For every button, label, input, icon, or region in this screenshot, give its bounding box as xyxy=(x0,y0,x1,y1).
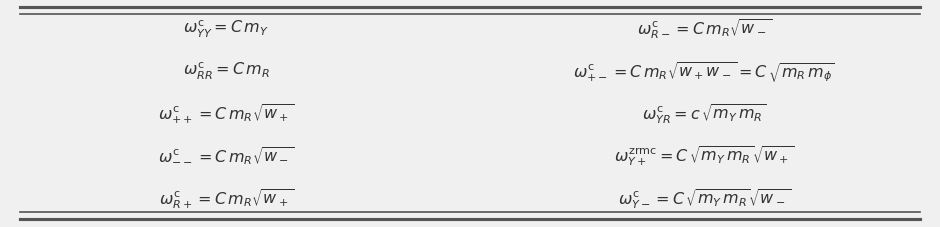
Text: $\omega^{\mathrm{c}}_{R-}  = C\, m_R\sqrt{w_-}$: $\omega^{\mathrm{c}}_{R-} = C\, m_R\sqrt… xyxy=(636,17,772,41)
Text: $\omega^{\mathrm{c}}_{YR}  = c\,\sqrt{m_Y\, m_R}$: $\omega^{\mathrm{c}}_{YR} = c\,\sqrt{m_Y… xyxy=(642,102,766,125)
Text: $\omega^{\mathrm{c}}_{Y-}  = C\,\sqrt{m_Y\, m_R}\sqrt{w_-}$: $\omega^{\mathrm{c}}_{Y-} = C\,\sqrt{m_Y… xyxy=(618,186,791,210)
Text: $\omega^{\mathrm{c}}_{YY}  = C\, m_Y$: $\omega^{\mathrm{c}}_{YY} = C\, m_Y$ xyxy=(183,19,270,40)
Text: $\omega^{\mathrm{c}}_{++}  = C\, m_R\sqrt{w_+}$: $\omega^{\mathrm{c}}_{++} = C\, m_R\sqrt… xyxy=(158,102,295,125)
Text: $\omega^{\mathrm{c}}_{+-}  = C\, m_R\sqrt{w_+ w_-}  = C\,\sqrt{m_R\, m_\phi}$: $\omega^{\mathrm{c}}_{+-} = C\, m_R\sqrt… xyxy=(573,59,836,83)
Text: $\omega^{\mathrm{zrmc}}_{Y+}  = C\,\sqrt{m_Y\, m_R}\sqrt{w_+}$: $\omega^{\mathrm{zrmc}}_{Y+} = C\,\sqrt{… xyxy=(614,144,794,168)
Text: $\omega^{\mathrm{c}}_{R+}  = C\, m_R\sqrt{w_+}$: $\omega^{\mathrm{c}}_{R+} = C\, m_R\sqrt… xyxy=(159,186,294,210)
Text: $\omega^{\mathrm{c}}_{RR}  = C\, m_R$: $\omega^{\mathrm{c}}_{RR} = C\, m_R$ xyxy=(182,61,270,82)
Text: $\omega^{\mathrm{c}}_{--}  = C\, m_R\sqrt{w_-}$: $\omega^{\mathrm{c}}_{--} = C\, m_R\sqrt… xyxy=(158,146,295,166)
